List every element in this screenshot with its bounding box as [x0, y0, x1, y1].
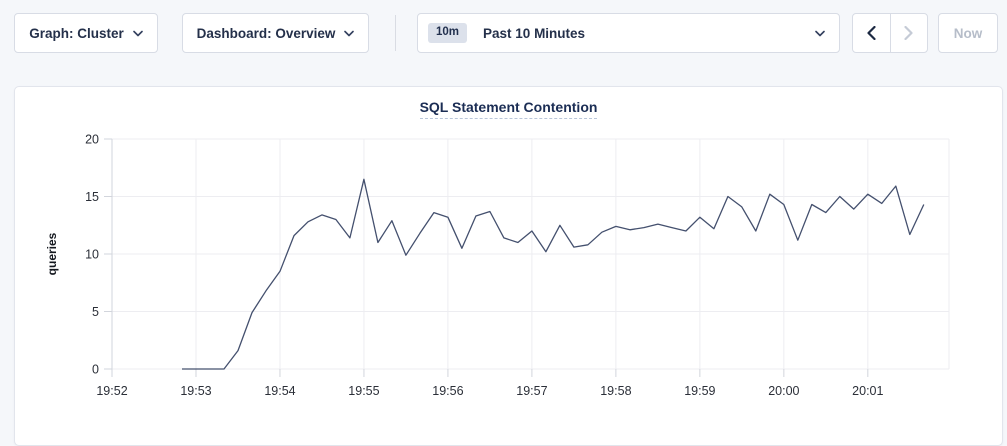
x-tick-label: 19:58 — [600, 384, 631, 398]
chevron-down-icon — [132, 30, 143, 36]
chart-title-row: SQL Statement Contention — [15, 99, 1002, 119]
time-forward-button[interactable] — [889, 14, 927, 52]
x-tick-label: 19:53 — [180, 384, 211, 398]
chevron-right-icon — [904, 26, 914, 40]
chevron-left-icon — [867, 26, 876, 40]
y-tick-label: 0 — [92, 363, 99, 377]
chart-title[interactable]: SQL Statement Contention — [419, 99, 598, 119]
y-tick-label: 20 — [85, 133, 99, 147]
graph-dropdown[interactable]: Graph: Cluster — [14, 13, 158, 53]
time-back-button[interactable] — [853, 14, 890, 52]
line-chart: 0 5 10 15 20 19:52 19:53 19:54 19:55 19:56 19:57 19… — [45, 133, 950, 398]
dashboard-dropdown[interactable]: Dashboard: Overview — [182, 13, 369, 53]
x-tick-label: 19:55 — [348, 384, 379, 398]
toolbar: Graph: Cluster Dashboard: Overview 10m P… — [0, 0, 1007, 68]
y-tick-label: 10 — [85, 248, 99, 262]
graph-dropdown-label: Graph: Cluster — [29, 25, 124, 41]
chevron-down-icon — [344, 30, 355, 36]
dashboard-dropdown-label: Dashboard: Overview — [196, 25, 336, 41]
series-line — [182, 178, 925, 370]
x-tick-label: 19:57 — [516, 384, 547, 398]
y-tick-label: 15 — [85, 190, 99, 204]
x-tick-label: 19:59 — [684, 384, 715, 398]
chevron-down-icon — [815, 30, 825, 36]
time-pager — [852, 13, 928, 53]
time-window-badge: 10m — [428, 23, 468, 43]
toolbar-divider — [395, 15, 396, 51]
y-axis-title: queries — [45, 232, 59, 275]
chart-card: SQL Statement Contention 0 5 10 15 20 19:52 19… — [14, 86, 1003, 446]
time-window-label: Past 10 Minutes — [483, 25, 586, 41]
x-tick-label: 20:00 — [768, 384, 799, 398]
time-range-picker[interactable]: 10m Past 10 Minutes — [417, 13, 840, 53]
x-tick-label: 20:01 — [852, 384, 883, 398]
y-tick-label: 5 — [92, 305, 99, 319]
now-button[interactable]: Now — [938, 13, 998, 53]
x-tick-label: 19:52 — [96, 384, 127, 398]
x-tick-label: 19:54 — [264, 384, 295, 398]
x-tick-label: 19:56 — [432, 384, 463, 398]
